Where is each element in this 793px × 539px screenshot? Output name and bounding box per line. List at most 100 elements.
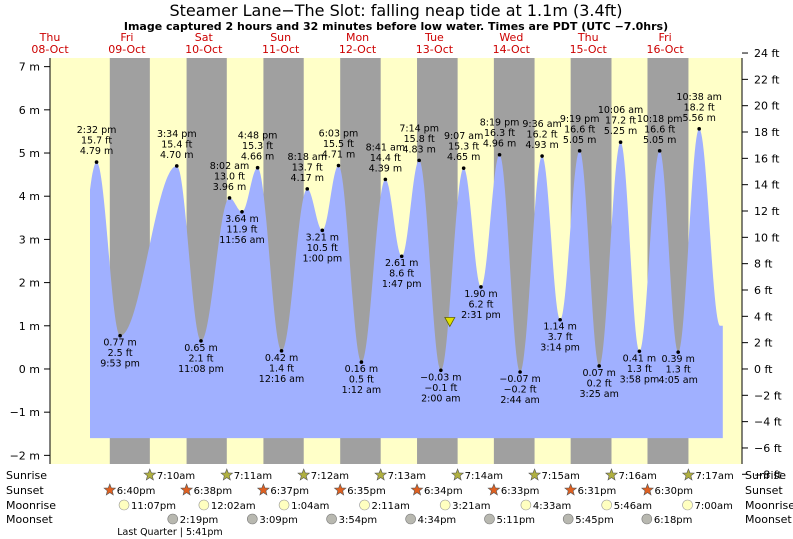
high-tide-label: 8:19 pm	[480, 118, 520, 129]
low-tide-label: 1.4 ft	[269, 363, 294, 374]
day-date: 16-Oct	[646, 43, 684, 56]
low-tide-label: −0.07 m	[499, 374, 540, 385]
moonrise-icon	[601, 499, 612, 511]
chart-title: Steamer Lane−The Slot: falling neap tide…	[169, 1, 622, 20]
right-tick-label: −8 ft	[754, 468, 782, 481]
moonset-time: 3:54pm	[339, 515, 378, 526]
high-tide-label: 18.2 ft	[684, 102, 715, 113]
high-tide-label: 4.93 m	[525, 140, 558, 151]
high-tide-label: 4.96 m	[483, 139, 516, 150]
high-tide-label: 7:14 pm	[399, 123, 439, 134]
sunset-icon	[410, 483, 424, 496]
right-tick-label: 20 ft	[754, 100, 780, 113]
tide-event-dot	[199, 339, 203, 343]
high-tide-label: 5.25 m	[604, 126, 637, 137]
day-date: 13-Oct	[416, 43, 454, 56]
moonrise-time: 7:00am	[695, 501, 733, 512]
high-tide-label: 2:32 pm	[77, 125, 117, 136]
low-tide-label: 0.65 m	[184, 343, 217, 354]
moonset-icon	[326, 513, 337, 525]
right-tick-label: 4 ft	[754, 310, 773, 323]
sunset-time: 6:33pm	[501, 486, 540, 497]
day-date: 09-Oct	[108, 43, 146, 56]
left-tick-label: 1 m	[19, 320, 40, 333]
day-name: Mon	[346, 31, 369, 44]
high-tide-label: 15.8 ft	[404, 134, 435, 145]
moonset-time: 5:45pm	[575, 515, 614, 526]
sunrise-time: 7:15am	[542, 471, 580, 482]
day-name: Sat	[195, 31, 214, 44]
day-name: Sun	[270, 31, 291, 44]
left-tick-label: 6 m	[19, 104, 40, 117]
low-tide-label: 3:58 pm	[620, 374, 660, 385]
high-tide-label: 15.3 ft	[448, 142, 479, 153]
tide-event-dot	[94, 160, 99, 164]
right-tick-label: 24 ft	[754, 47, 780, 60]
tide-event-dot	[439, 368, 443, 373]
high-tide-label: 16.2 ft	[527, 130, 558, 141]
high-tide-label: 16.6 ft	[644, 124, 675, 135]
sunrise-time: 7:14am	[465, 471, 503, 482]
moonrise-icon	[359, 499, 370, 511]
day-name: Fri	[659, 31, 672, 44]
low-tide-label: 3:25 am	[579, 389, 618, 400]
sunrise-time: 7:11am	[234, 471, 272, 482]
right-axis: 24 ft 22 ft 20 ft 18 ft 16 ft 14 ft 12 ft 10 ft…	[741, 47, 782, 481]
sunrise-time: 7:10am	[157, 471, 195, 482]
sunrise-icon	[681, 468, 695, 481]
left-tick-label: 0 m	[19, 363, 40, 376]
sunrise-time: 7:13am	[388, 471, 426, 482]
high-tide-label: 17.2 ft	[605, 116, 636, 127]
low-tide-label: 4:05 am	[658, 375, 697, 386]
high-tide-label: 4.17 m	[291, 173, 324, 184]
moonrise-icon	[118, 499, 130, 511]
low-tide-label: 3.7 ft	[548, 332, 573, 343]
sunrise-icon	[528, 468, 542, 481]
tide-event-dot	[676, 350, 680, 354]
low-tide-label: 1.3 ft	[666, 365, 691, 376]
sunset-time: 6:38pm	[194, 486, 233, 497]
moon-phase-label: Last Quarter | 5:41pm	[117, 527, 222, 538]
tide-event-dot	[305, 187, 310, 191]
left-tick-label: −1 m	[10, 406, 40, 419]
sunset-time: 6:40pm	[117, 486, 156, 497]
high-tide-label: 4.66 m	[241, 152, 274, 163]
day-name: Thu	[577, 31, 599, 44]
high-tide-label: 5.56 m	[682, 113, 715, 124]
right-tick-label: 10 ft	[754, 231, 780, 244]
low-tide-label: 6.2 ft	[468, 299, 493, 310]
low-tide-label: 1.3 ft	[627, 364, 652, 375]
current-level-marker	[444, 317, 456, 328]
moonrise-time: 1:04am	[291, 501, 329, 512]
sunset-icon	[564, 483, 578, 496]
high-tide-label: 3:34 pm	[157, 129, 197, 140]
high-tide-label: 4.71 m	[322, 150, 355, 161]
day-date: 15-Oct	[570, 43, 608, 56]
high-tide-label: 9:36 am	[522, 119, 561, 130]
low-tide-label: 2:44 am	[500, 395, 539, 406]
row-label-right: Sunset	[745, 484, 783, 497]
moonset-icon	[562, 513, 574, 525]
sunrise-time: 7:16am	[619, 471, 657, 482]
day-name: Tue	[424, 31, 444, 44]
high-tide-label: 15.4 ft	[161, 139, 192, 150]
high-tide-label: 8:02 am	[210, 161, 249, 172]
day-date: 11-Oct	[262, 43, 300, 56]
low-tide-label: 10.5 ft	[307, 243, 338, 254]
low-tide-label: 3.21 m	[306, 232, 339, 243]
day-name: Thu	[39, 31, 61, 44]
day-date: 08-Oct	[31, 43, 69, 56]
sunrise-icon	[143, 468, 157, 481]
low-tide-label: 0.5 ft	[349, 375, 374, 386]
sunset-icon	[641, 483, 654, 496]
moonrise-time: 5:46am	[614, 501, 652, 512]
tide-event-dot	[577, 149, 582, 153]
high-tide-label: 10:38 am	[676, 92, 721, 103]
moonrise-icon	[198, 499, 210, 511]
low-tide-label: 2.5 ft	[108, 348, 133, 359]
low-tide-label: 0.16 m	[345, 364, 378, 375]
high-tide-label: 15.3 ft	[242, 141, 273, 152]
tide-event-dot	[497, 152, 502, 157]
moonrise-icon	[439, 499, 451, 511]
